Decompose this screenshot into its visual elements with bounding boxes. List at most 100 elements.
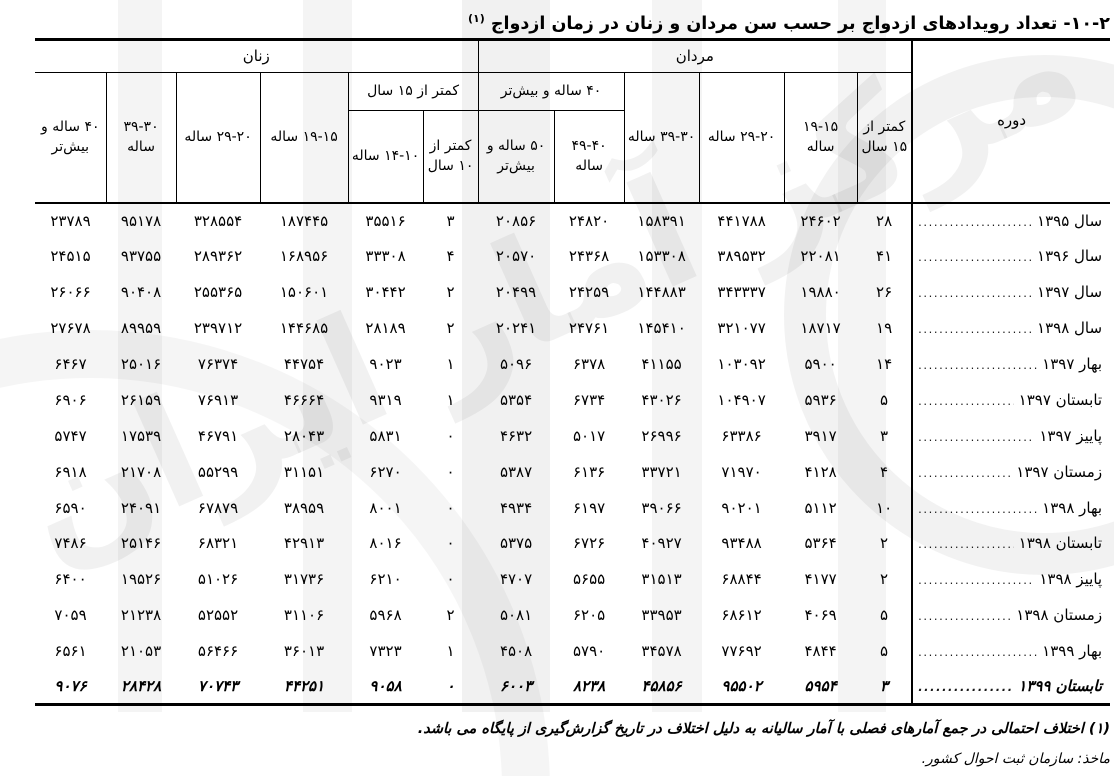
women-age-value: ۶۸۳۲۱ <box>197 534 239 553</box>
women-age-value: ۷۴۸۶ <box>54 534 87 553</box>
header-men-30-39: ۳۹-۳۰ ساله <box>623 72 700 203</box>
women-age-value: ۰ <box>446 462 455 481</box>
men-age-value: ۳۹۱۷ <box>804 426 837 445</box>
men-age-value: ۲۴۸۲۰ <box>554 201 625 239</box>
header-group-women: زنان <box>35 39 479 73</box>
women-age-value: ۶۷۸۷۹ <box>197 498 239 517</box>
women-age-value: ۱۸۷۴۴۵ <box>260 201 349 239</box>
period-label: پاییز ۱۳۹۸ <box>1039 570 1103 589</box>
men-age-value: ۵۳۶۴ <box>804 534 837 553</box>
men-age-value: ۲۶۹۹۶ <box>641 426 682 445</box>
men-age-value: ۲۰۴۹۹ <box>495 283 537 302</box>
men-age-value: ۴۵۰۸ <box>499 642 533 661</box>
period-label: زمستان ۱۳۹۷ <box>1016 462 1103 481</box>
header-men-40plus-group: ۴۰ ساله و بیش‌تر <box>477 72 625 111</box>
period-cell: تابستان ۱۳۹۸ <box>911 525 1111 562</box>
header-period: دوره <box>911 39 1111 203</box>
period-cell: سال ۱۳۹۶ <box>911 238 1111 275</box>
women-age-value: ۲۴۵۱۵ <box>50 247 91 266</box>
men-age-value: ۵۳۵۴ <box>499 390 533 409</box>
men-age-value: ۶۷۲۶ <box>572 534 606 553</box>
men-age-value: ۳۹۰۶۶ <box>641 498 682 517</box>
header-women-40plus: ۴۰ ساله و بیش‌تر <box>35 72 107 203</box>
dotted-leader <box>918 215 1032 229</box>
period-label: سال ۱۳۹۶ <box>1037 247 1103 266</box>
women-age-value: ۲۸۴۲۸ <box>120 677 162 696</box>
women-age-value: ۲۶۱۵۹ <box>120 390 162 409</box>
women-age-value: ۵۸۳۱ <box>369 426 402 445</box>
women-age-value: ۹۳۷۵۵ <box>120 247 162 266</box>
women-age-value: ۱ <box>446 642 455 661</box>
men-age-value: ۳۱۵۱۳ <box>641 570 682 589</box>
women-age-value: ۵۲۵۵۲ <box>197 606 239 625</box>
men-age-value: ۹۳۴۸۸ <box>721 534 762 553</box>
header-men-40-49: ۴۹-۴۰ ساله <box>553 110 625 203</box>
men-age-value: ۶۱۹۷ <box>572 498 606 517</box>
footnotes: (۱) اختلاف احتمالی در جمع آمارهای فصلی ب… <box>35 717 1110 772</box>
period-label: بهار ۱۳۹۹ <box>1042 642 1103 661</box>
women-age-value: ۶۲۷۰ <box>369 462 402 481</box>
women-age-value: ۰ <box>446 426 455 445</box>
men-age-value: ۳۴۵۷۸ <box>641 642 682 661</box>
men-age-value: ۶۸۸۴۴ <box>721 570 762 589</box>
period-cell: بهار ۱۳۹۸ <box>911 489 1111 526</box>
header-group-men: مردان <box>477 39 913 73</box>
men-age-value: ۲۰۲۴۱ <box>495 319 537 338</box>
women-age-value: ۳۲۸۵۵۴ <box>176 201 261 239</box>
footnote-1: (۱) اختلاف احتمالی در جمع آمارهای فصلی ب… <box>417 721 1110 737</box>
women-age-value: ۹۵۱۷۸ <box>106 201 177 239</box>
women-age-value: ۲۵۰۱۶ <box>120 355 162 373</box>
women-age-value: ۰ <box>446 570 455 589</box>
period-label: پاییز ۱۳۹۷ <box>1039 426 1103 445</box>
men-age-value: ۴۱ <box>876 247 893 266</box>
women-age-value: ۲ <box>446 283 455 302</box>
women-age-value: ۵۵۲۹۹ <box>197 462 239 481</box>
women-age-value: ۸۰۰۱ <box>369 498 402 517</box>
men-age-value: ۱۹۸۸۰ <box>800 283 841 302</box>
period-cell: تابستان ۱۳۹۷ <box>911 381 1111 418</box>
women-age-value: ۲۸۱۸۹ <box>365 319 406 338</box>
men-age-value: ۲۰۵۷۰ <box>495 247 537 266</box>
men-age-value: ۴۳۰۲۶ <box>641 390 682 409</box>
men-age-value: ۱۴۴۸۸۳ <box>637 283 686 302</box>
dotted-leader <box>918 466 1011 480</box>
table-row: بهار ۱۳۹۷ ۱۴ ۵۹۰۰ ۱۰۳۰۹۲ ۴۱۱۵۵ ۶۳۷۸ ۵۰۹۶ ۱ ۹۰۲۳ ۴… <box>35 346 1111 382</box>
women-age-value: ۲۱۰۵۳ <box>120 642 162 661</box>
women-age-value: ۵۶۴۶۶ <box>197 642 239 661</box>
period-label: تابستان ۱۳۹۹ <box>1018 677 1103 696</box>
men-age-value: ۱۴۵۴۱۰ <box>637 319 686 338</box>
table-number: -۱۰-۲ <box>1063 13 1110 34</box>
women-age-value: ۴۶۷۹۱ <box>197 426 239 445</box>
women-age-value: ۸۰۱۶ <box>369 534 402 553</box>
women-age-value: ۳۰۴۴۲ <box>365 283 406 302</box>
women-age-value: ۸۹۹۵۹ <box>120 319 162 338</box>
table-row: پاییز ۱۳۹۸ ۲ ۴۱۷۷ ۶۸۸۴۴ ۳۱۵۱۳ ۵۶۵۵ ۴۷۰۷ ۰ ۶۲۱۰ ۳۱… <box>35 561 1111 598</box>
period-cell: بهار ۱۳۹۷ <box>911 346 1111 382</box>
women-age-value: ۶۵۶۱ <box>54 642 87 661</box>
marriage-age-table: دوره مردان زنان کمتر از ۱۵ سال ۱۹-۱۵ سال… <box>35 38 1111 707</box>
women-age-value: ۷۳۲۳ <box>369 642 402 661</box>
women-age-value: ۴۴۲۵۱ <box>283 677 325 696</box>
women-age-value: ۷۰۵۹ <box>54 606 87 625</box>
men-age-value: ۶۲۰۵ <box>572 606 606 625</box>
period-cell: پاییز ۱۳۹۸ <box>911 561 1111 598</box>
table-row: سال ۱۳۹۷ ۲۶ ۱۹۸۸۰ ۳۴۳۳۳۷ ۱۴۴۸۸۳ ۲۴۲۵۹ ۲۰۴۹۹ ۲ ۳۰… <box>35 274 1111 311</box>
men-age-value: ۳ <box>880 677 889 696</box>
table-row: سال ۱۳۹۸ ۱۹ ۱۸۷۱۷ ۳۲۱۰۷۷ ۱۴۵۴۱۰ ۲۴۷۶۱ ۲۰۲۴۱ ۲ ۲۸… <box>35 310 1111 347</box>
women-age-value: ۹۰۷۶ <box>54 677 87 696</box>
women-age-value: ۴۲۹۱۳ <box>283 534 325 553</box>
header-women-15-19: ۱۹-۱۵ ساله <box>259 72 349 203</box>
women-age-value: ۵۱۰۲۶ <box>197 570 239 589</box>
table-title: -۱۰-۲ تعداد رویدادهای ازدواج بر حسب سن م… <box>35 2 1110 41</box>
men-age-value: ۶۷۳۴ <box>572 390 606 409</box>
men-age-value: ۲۸ <box>857 201 913 239</box>
table-row: تابستان ۱۳۹۸ ۲ ۵۳۶۴ ۹۳۴۸۸ ۴۰۹۲۷ ۶۷۲۶ ۵۳۷۵ ۰ ۸۰۱۶… <box>35 525 1111 562</box>
men-age-value: ۴۱۱۵۵ <box>641 355 682 373</box>
men-age-value: ۴ <box>880 462 889 481</box>
period-label: تابستان ۱۳۹۸ <box>1018 534 1103 553</box>
dotted-leader <box>918 394 1014 408</box>
men-age-value: ۳ <box>880 426 889 445</box>
men-age-value: ۶۳۷۸ <box>572 355 606 373</box>
women-age-value: ۲۸۰۴۳ <box>283 426 325 445</box>
